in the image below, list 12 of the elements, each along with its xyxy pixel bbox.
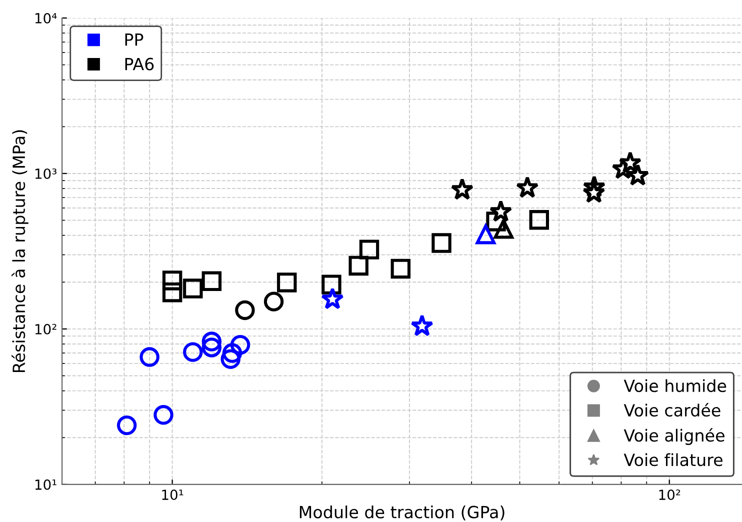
y-axis-title: Résistance à la rupture (MPa) bbox=[12, 130, 28, 372]
legend-label: Voie alignée bbox=[624, 428, 724, 445]
y-tick-label: 10² bbox=[35, 324, 56, 334]
y-tick-label: 10³ bbox=[35, 168, 56, 179]
x-axis-title: Module de traction (GPa) bbox=[300, 505, 504, 520]
y-tick-label: 10¹ bbox=[35, 479, 56, 490]
legend-label: Voie humide bbox=[624, 379, 726, 392]
legend-label: Voie filature bbox=[624, 453, 722, 466]
y-tick-label: 10⁴ bbox=[35, 12, 57, 24]
legend-label: PP bbox=[125, 34, 144, 46]
legend-label: Voie cardée bbox=[624, 403, 720, 417]
legend-label: PA6 bbox=[125, 58, 154, 70]
